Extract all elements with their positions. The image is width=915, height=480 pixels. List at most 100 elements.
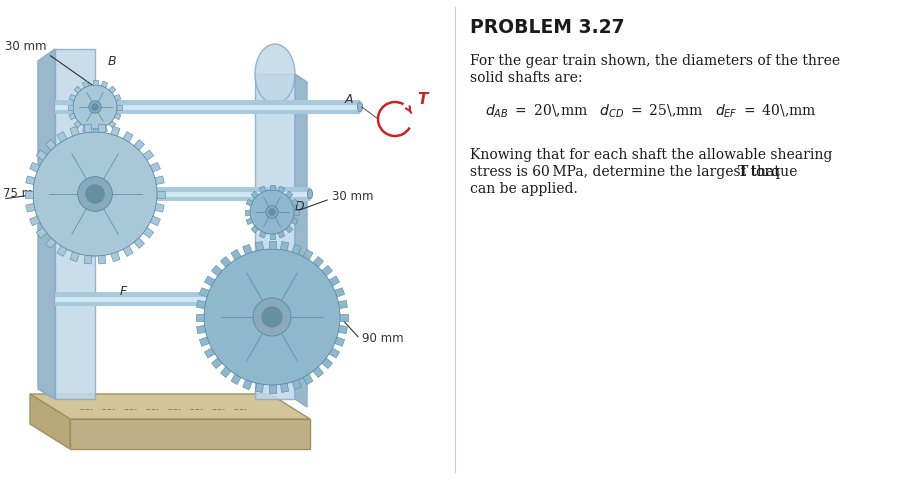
Polygon shape	[292, 245, 301, 255]
Polygon shape	[70, 127, 80, 137]
Polygon shape	[292, 380, 301, 390]
Ellipse shape	[358, 103, 362, 113]
Polygon shape	[339, 301, 348, 309]
Polygon shape	[134, 140, 145, 151]
Polygon shape	[70, 95, 76, 102]
Text: For the gear train shown, the diameters of the three: For the gear train shown, the diameters …	[470, 54, 840, 68]
Polygon shape	[38, 50, 55, 399]
Polygon shape	[46, 238, 56, 249]
Polygon shape	[242, 245, 252, 255]
Polygon shape	[82, 82, 89, 88]
Polygon shape	[82, 127, 89, 133]
Polygon shape	[143, 228, 154, 239]
Polygon shape	[278, 187, 285, 193]
Polygon shape	[134, 238, 145, 249]
Ellipse shape	[255, 45, 295, 105]
Polygon shape	[221, 257, 231, 268]
Text: T: T	[737, 165, 748, 179]
Polygon shape	[98, 256, 106, 264]
Ellipse shape	[307, 294, 313, 304]
Circle shape	[78, 177, 113, 212]
Polygon shape	[150, 163, 160, 173]
Polygon shape	[109, 87, 116, 94]
Polygon shape	[92, 81, 98, 86]
Polygon shape	[291, 200, 298, 206]
Polygon shape	[255, 75, 295, 399]
Polygon shape	[255, 242, 264, 251]
Polygon shape	[30, 394, 70, 449]
Text: 30 mm: 30 mm	[332, 190, 373, 203]
Polygon shape	[329, 276, 339, 287]
Polygon shape	[29, 216, 39, 226]
Polygon shape	[285, 226, 293, 233]
Text: stress is 60 MPa, determine the largest torque: stress is 60 MPa, determine the largest …	[470, 165, 802, 179]
Polygon shape	[57, 246, 67, 257]
Polygon shape	[231, 374, 241, 385]
Circle shape	[266, 206, 278, 219]
Polygon shape	[98, 125, 106, 133]
Polygon shape	[270, 186, 274, 191]
Polygon shape	[57, 132, 67, 143]
Polygon shape	[123, 132, 133, 143]
Circle shape	[73, 86, 117, 130]
Polygon shape	[199, 288, 210, 298]
Polygon shape	[242, 380, 252, 390]
Polygon shape	[37, 228, 47, 239]
Polygon shape	[211, 358, 222, 369]
Polygon shape	[204, 348, 215, 358]
Text: C: C	[110, 150, 119, 163]
Polygon shape	[255, 384, 264, 393]
Polygon shape	[150, 216, 160, 226]
Polygon shape	[70, 252, 80, 262]
Polygon shape	[280, 242, 288, 251]
Polygon shape	[109, 121, 116, 129]
Text: E: E	[263, 364, 271, 377]
Text: 75 mm: 75 mm	[3, 187, 45, 200]
Polygon shape	[84, 125, 92, 133]
Polygon shape	[285, 192, 293, 199]
Polygon shape	[199, 337, 210, 347]
Circle shape	[250, 191, 294, 235]
Text: 30 mm: 30 mm	[5, 40, 47, 53]
Polygon shape	[246, 200, 253, 206]
Polygon shape	[270, 235, 274, 240]
Circle shape	[253, 299, 291, 336]
Polygon shape	[204, 276, 215, 287]
Circle shape	[86, 185, 104, 204]
Text: A: A	[345, 93, 353, 106]
Polygon shape	[197, 326, 206, 334]
Text: 90 mm: 90 mm	[362, 331, 404, 344]
Polygon shape	[280, 384, 288, 393]
Circle shape	[262, 307, 282, 327]
Polygon shape	[157, 191, 165, 198]
Polygon shape	[102, 82, 108, 88]
Polygon shape	[123, 246, 133, 257]
Polygon shape	[117, 105, 122, 110]
Polygon shape	[322, 266, 332, 276]
Polygon shape	[322, 358, 332, 369]
Text: D: D	[295, 200, 305, 213]
Polygon shape	[30, 394, 310, 419]
Polygon shape	[143, 151, 154, 161]
Text: that: that	[747, 165, 780, 179]
Polygon shape	[211, 266, 222, 276]
Polygon shape	[259, 232, 266, 239]
Text: $d_{AB}$ $=$ 20\,mm   $d_{CD}$ $=$ 25\,mm   $d_{EF}$ $=$ 40\,mm: $d_{AB}$ $=$ 20\,mm $d_{CD}$ $=$ 25\,mm …	[485, 103, 816, 120]
Polygon shape	[114, 114, 121, 120]
Polygon shape	[70, 114, 76, 120]
Text: B: B	[108, 55, 116, 68]
Polygon shape	[268, 241, 275, 250]
Polygon shape	[278, 232, 285, 239]
Circle shape	[89, 102, 102, 114]
Polygon shape	[102, 127, 108, 133]
Circle shape	[204, 250, 340, 385]
Polygon shape	[303, 250, 313, 260]
Polygon shape	[74, 87, 81, 94]
Polygon shape	[295, 75, 307, 407]
Text: T: T	[417, 92, 427, 107]
Polygon shape	[335, 337, 345, 347]
Polygon shape	[70, 419, 310, 449]
Polygon shape	[155, 177, 164, 185]
Polygon shape	[313, 257, 324, 268]
Polygon shape	[197, 301, 206, 309]
